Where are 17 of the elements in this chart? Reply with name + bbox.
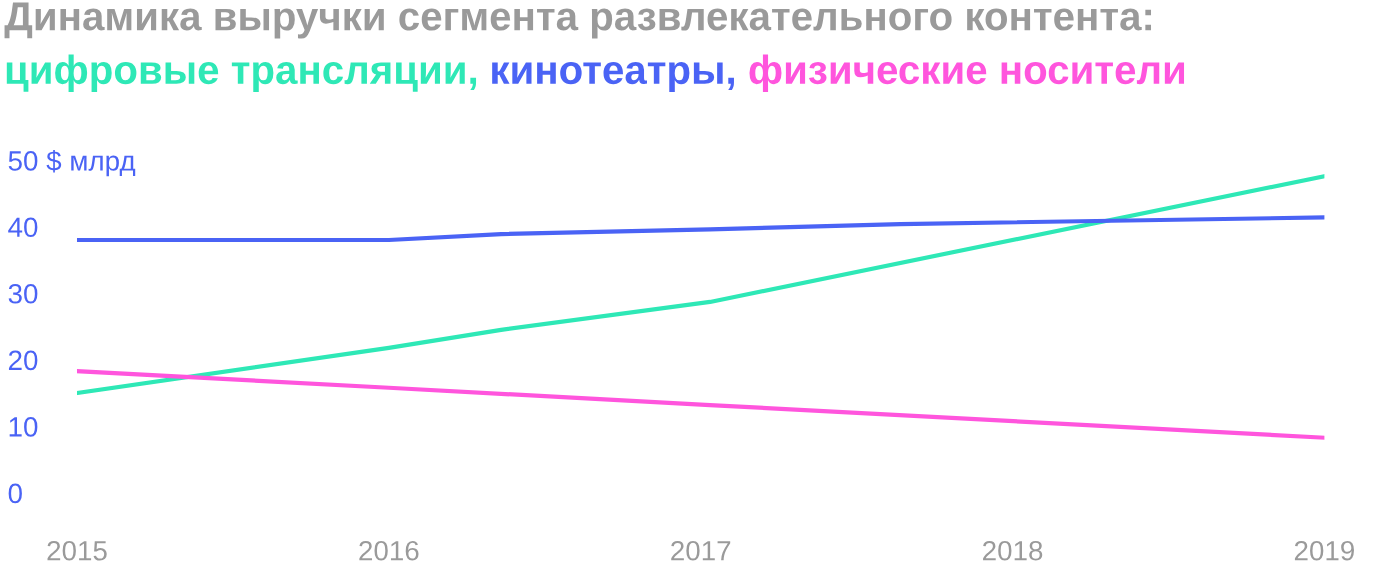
text: кинотеатры, [492, 62, 734, 93]
line-series [77, 369, 1325, 440]
text: цифровые трансляции, [6, 54, 477, 93]
x-tick-label: 2015 [47, 540, 107, 561]
line-series [77, 215, 1325, 243]
y-tick-label: 30 [8, 283, 38, 304]
chart-title: Динамика выручки сегмента развлекательного контента: [4, 2, 1152, 39]
x-tick-label: 2018 [983, 540, 1043, 561]
y-tick-label: 0 [8, 483, 22, 504]
text: физические носители [749, 54, 1185, 93]
x-tick-label: 2017 [671, 540, 731, 561]
x-tick-label: 2019 [1294, 540, 1354, 561]
y-tick-label: 10 [9, 417, 38, 437]
y-tick-label: 50 $ млрд [8, 149, 136, 177]
x-tick-label: 2016 [359, 540, 419, 561]
y-tick-label: 40 [8, 217, 38, 238]
y-tick-label: 20 [8, 350, 38, 371]
